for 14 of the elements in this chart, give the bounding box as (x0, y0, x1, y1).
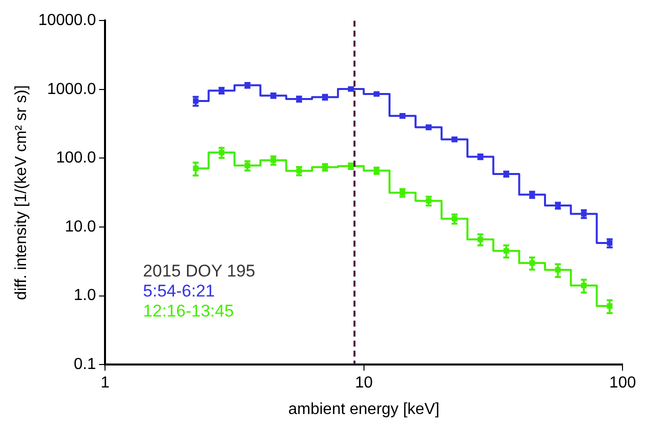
y-tick-label: 10.0 (64, 218, 96, 236)
x-tick-label: 1 (100, 374, 110, 392)
legend-title: 2015 DOY 195 (143, 262, 256, 281)
y-tick-label: 10000.0 (38, 12, 96, 30)
y-tick-label: 1.0 (74, 287, 96, 304)
x-tick-label: 100 (609, 374, 636, 392)
y-tick-label: 100.0 (56, 150, 96, 167)
y-tick-label: 0.1 (74, 356, 96, 374)
y-tick-label: 1000.0 (47, 80, 96, 98)
x-axis-title: ambient energy [keV] (288, 400, 440, 418)
x-tick-label: 10 (354, 374, 373, 392)
text: 5:54-6:21 (143, 282, 215, 301)
y-axis-title: diff. intensity [1/(keV cm² sr s)] (13, 85, 30, 300)
text: 12:16-13:45 (143, 302, 234, 321)
